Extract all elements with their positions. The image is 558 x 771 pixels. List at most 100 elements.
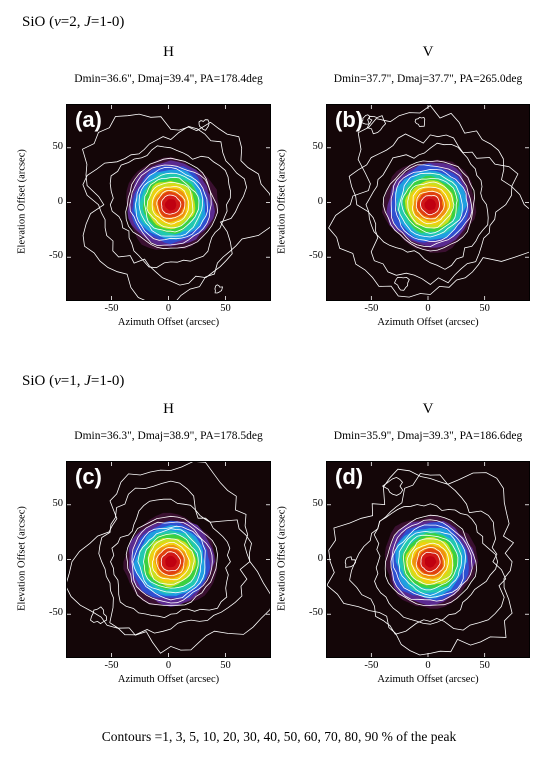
contour-line [406, 538, 454, 585]
contour-line [82, 113, 271, 301]
contours [326, 468, 515, 656]
contours [66, 461, 271, 654]
contour-line [328, 105, 530, 298]
contour-line [398, 172, 463, 238]
panel-label: (d) [335, 464, 363, 489]
contour-line [365, 142, 489, 270]
contour-line [143, 533, 199, 589]
contour-line [160, 551, 181, 572]
intensity-fill [424, 556, 437, 568]
contour-line [384, 514, 478, 606]
y-axis-label: Elevation Offset (arcsec) [16, 148, 28, 254]
x-tick-label: 0 [425, 303, 431, 314]
contour-line [160, 194, 182, 215]
contour-line [390, 164, 473, 248]
x-tick-label: 50 [220, 303, 231, 314]
x-axis-label: Azimuth Offset (arcsec) [117, 674, 220, 685]
contour-line [144, 176, 200, 233]
noise-contour [344, 556, 357, 568]
panel-beam-parameters: Dmin=36.3", Dmaj=38.9", PA=178.5deg [74, 430, 263, 442]
contour-line [373, 503, 499, 625]
noise-contour [90, 606, 108, 625]
contour-line [66, 461, 271, 654]
panel-label: (a) [75, 107, 102, 132]
map-panel: (b) [326, 104, 530, 301]
intensity-fill [165, 555, 177, 568]
panel-beam-parameters: Dmin=37.7", Dmaj=37.7", PA=265.0deg [333, 73, 523, 85]
contour-line [138, 172, 204, 237]
noise-contour [214, 284, 224, 294]
contour-line [132, 525, 206, 601]
contour-line [392, 524, 466, 598]
contour-line [415, 190, 445, 220]
contour-line [137, 528, 202, 594]
contour-line [402, 534, 459, 591]
contour-line [397, 530, 463, 596]
group-title-v2: SiO (v=2, J=1-0) [22, 14, 125, 30]
y-tick-label: 0 [57, 552, 63, 564]
x-axis-label: Azimuth Offset (arcsec) [377, 674, 479, 685]
intensity-map: (c) [66, 461, 271, 658]
panel-beam-parameters: Dmin=35.9", Dmaj=39.3", PA=186.6deg [333, 430, 523, 442]
contour-line [82, 125, 248, 286]
y-tick-label: 50 [312, 497, 324, 509]
contour-line [151, 186, 190, 225]
y-tick-label: 50 [52, 497, 64, 509]
noise-contour [360, 114, 373, 125]
plot-frame [326, 461, 530, 658]
x-tick-label: -50 [364, 303, 379, 314]
contour-line [411, 186, 450, 225]
y-tick-label: 0 [317, 552, 323, 564]
x-tick-label: 0 [425, 660, 431, 671]
intensity-fill [164, 199, 177, 211]
noise-contour [414, 116, 426, 127]
panel-polarization: V [422, 44, 434, 60]
y-tick-label: 50 [312, 140, 324, 152]
panel-label: (c) [75, 464, 102, 489]
contour-line [146, 181, 194, 229]
x-axis-label: Azimuth Offset (arcsec) [377, 317, 479, 328]
contour-line [415, 546, 446, 577]
y-tick-label: 0 [317, 195, 323, 207]
intensity-map: (d) [326, 461, 530, 658]
y-axis-label: Elevation Offset (arcsec) [276, 505, 288, 611]
x-tick-label: -50 [364, 660, 379, 671]
x-tick-label: 50 [479, 303, 490, 314]
contour-line [410, 542, 449, 581]
contour-line [155, 547, 185, 577]
y-tick-label: -50 [49, 250, 63, 262]
x-tick-label: 0 [165, 303, 172, 314]
intensity-map: (b) [326, 104, 530, 301]
y-tick-label: -50 [309, 607, 323, 619]
y-axis-label: Elevation Offset (arcsec) [16, 505, 28, 611]
panel-beam-parameters: Dmin=36.6", Dmaj=39.4", PA=178.4deg [74, 73, 263, 85]
contour-line [395, 168, 469, 243]
contour-line [348, 133, 519, 286]
contour-line [109, 145, 231, 269]
contour-caption: Contours =1, 3, 5, 10, 20, 30, 40, 50, 6… [101, 729, 457, 744]
y-tick-label: -50 [309, 250, 323, 262]
map-panel: (d) [326, 461, 530, 658]
intensity-map: (a) [66, 104, 271, 301]
contour-line [110, 498, 231, 619]
x-tick-label: 50 [220, 660, 231, 671]
panel-polarization: H [163, 401, 174, 417]
map-panel: (c) [66, 461, 271, 658]
contour-line [125, 515, 218, 606]
map-panel: (a) [66, 104, 271, 301]
contour-line [390, 519, 473, 602]
contour-line [125, 157, 219, 250]
group-title-v1: SiO (v=1, J=1-0) [22, 373, 125, 389]
panel-label: (b) [335, 107, 363, 132]
x-tick-label: 50 [479, 660, 490, 671]
contour-line [129, 164, 212, 247]
contour-line [326, 468, 515, 656]
contours [82, 113, 271, 301]
contour-line [419, 195, 441, 216]
y-tick-label: 0 [57, 195, 63, 207]
contour-line [382, 160, 476, 252]
contours [328, 105, 530, 298]
y-tick-label: -50 [49, 607, 63, 619]
contour-line [420, 551, 441, 573]
noise-contour [394, 276, 410, 291]
